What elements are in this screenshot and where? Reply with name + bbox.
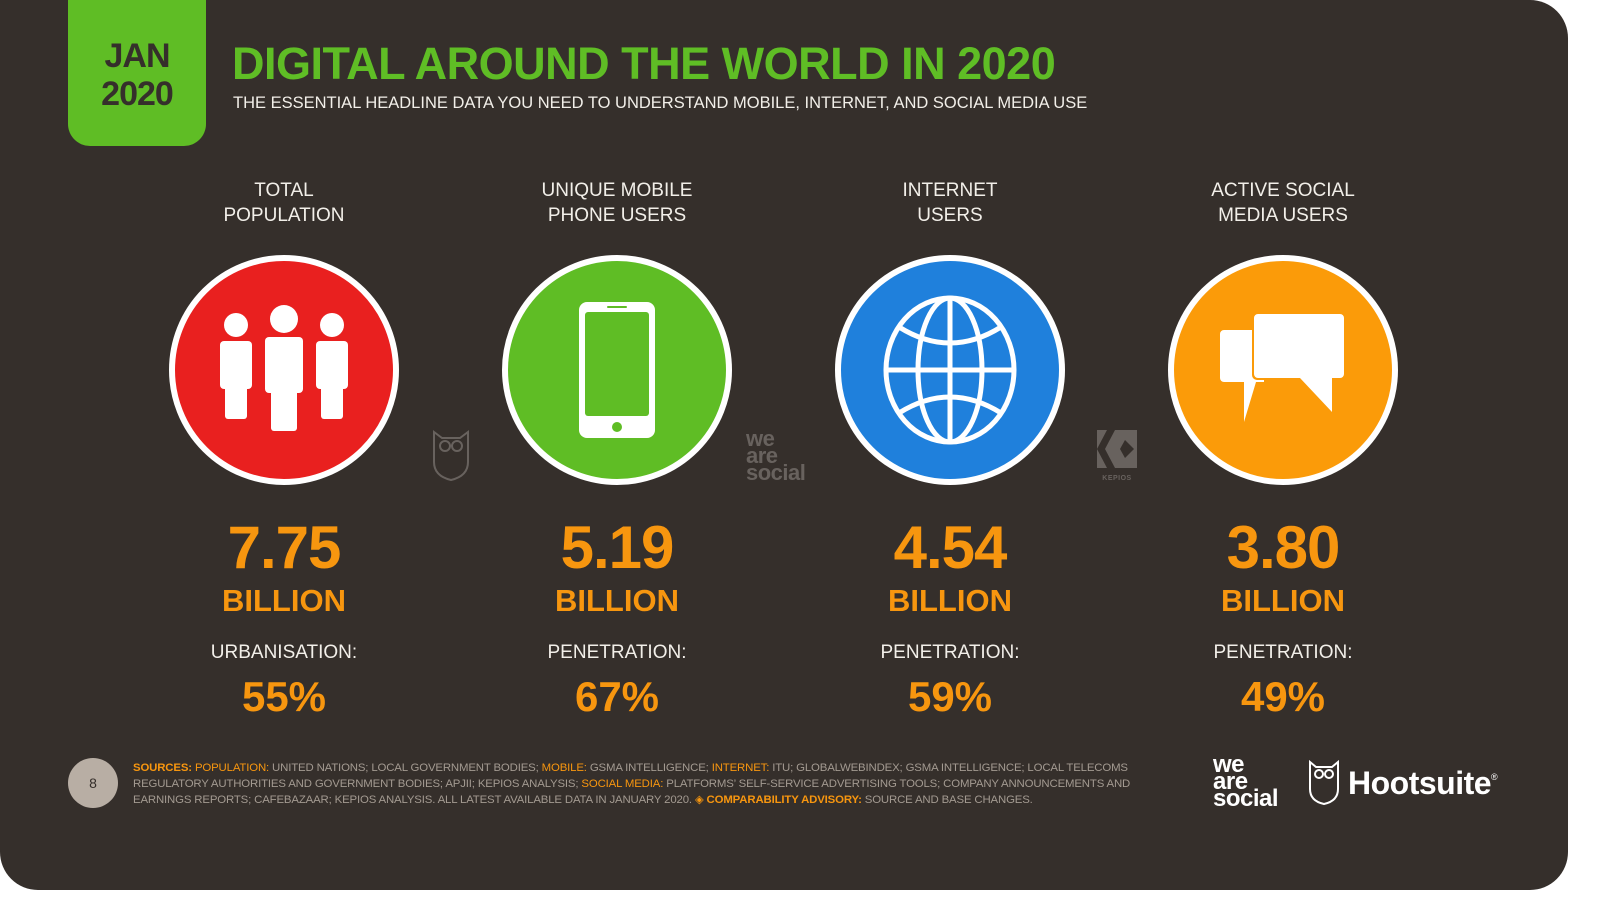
- sources-text: SOURCES: POPULATION: UNITED NATIONS; LOC…: [133, 762, 1131, 806]
- mobile-circle: [502, 255, 732, 485]
- stat-subvalue: 49%: [1240, 673, 1326, 720]
- stat-unit: BILLION: [555, 583, 679, 618]
- slide: JAN 2020 DIGITAL AROUND THE WORLD IN 202…: [0, 0, 1568, 890]
- population-circle: [169, 255, 399, 485]
- page-subtitle: THE ESSENTIAL HEADLINE DATA YOU NEED TO …: [233, 94, 1088, 112]
- stat-mobile-users: UNIQUE MOBILE PHONE USERS 5.19 BILLION P…: [467, 178, 767, 721]
- page-title: DIGITAL AROUND THE WORLD IN 2020: [232, 38, 1056, 89]
- stat-subvalue: 67%: [574, 673, 660, 720]
- hootsuite-logo: Hootsuite ®: [1308, 760, 1498, 806]
- stat-value: 7.75: [227, 514, 342, 581]
- kepios-logo-icon: [1097, 430, 1137, 468]
- stat-value: 4.54: [893, 514, 1008, 581]
- stat-value: 3.80: [1226, 514, 1341, 581]
- hootsuite-owl-watermark-icon: [432, 430, 470, 487]
- stat-unit: BILLION: [888, 583, 1012, 618]
- we-are-social-logo: we are social: [1213, 751, 1279, 812]
- page-number: 8: [68, 758, 118, 808]
- stat-unit: BILLION: [1221, 583, 1345, 618]
- stat-total-population: TOTAL POPULATION 7.75 BILLION URBANI: [134, 178, 434, 721]
- mobile-phone-icon: [579, 302, 655, 438]
- date-month: JAN: [104, 37, 170, 75]
- stat-value: 5.19: [560, 514, 675, 581]
- date-year: 2020: [101, 75, 174, 113]
- stat-social-media-users: ACTIVE SOCIAL MEDIA USERS 3.80 BILLION P…: [1133, 178, 1433, 721]
- stat-sublabel: URBANISATION:: [210, 642, 358, 663]
- stat-sublabel: PENETRATION:: [880, 642, 1020, 663]
- kepios-watermark: KEPIOS: [1097, 430, 1137, 482]
- internet-circle: [835, 255, 1065, 485]
- stat-sublabel: PENETRATION:: [547, 642, 687, 663]
- social-circle: [1168, 255, 1398, 485]
- stat-subvalue: 55%: [241, 673, 327, 720]
- date-badge: JAN 2020: [68, 0, 206, 146]
- globe-icon: [883, 295, 1017, 445]
- stat-label: INTERNET USERS: [902, 180, 998, 226]
- stat-sublabel: PENETRATION:: [1213, 642, 1353, 663]
- we-are-social-watermark: we are social: [746, 426, 806, 485]
- stat-unit: BILLION: [222, 583, 346, 618]
- hootsuite-owl-icon: [1309, 760, 1339, 806]
- stat-label: ACTIVE SOCIAL MEDIA USERS: [1211, 180, 1355, 226]
- people-icon: [220, 305, 348, 431]
- stat-label: UNIQUE MOBILE PHONE USERS: [541, 180, 693, 226]
- chat-bubbles-icon: [1220, 312, 1344, 422]
- stat-subvalue: 59%: [907, 673, 993, 720]
- stat-label: TOTAL POPULATION: [223, 180, 345, 226]
- stat-internet-users: INTERNET USERS 4.54 BILLION PENETRATION:…: [800, 178, 1100, 721]
